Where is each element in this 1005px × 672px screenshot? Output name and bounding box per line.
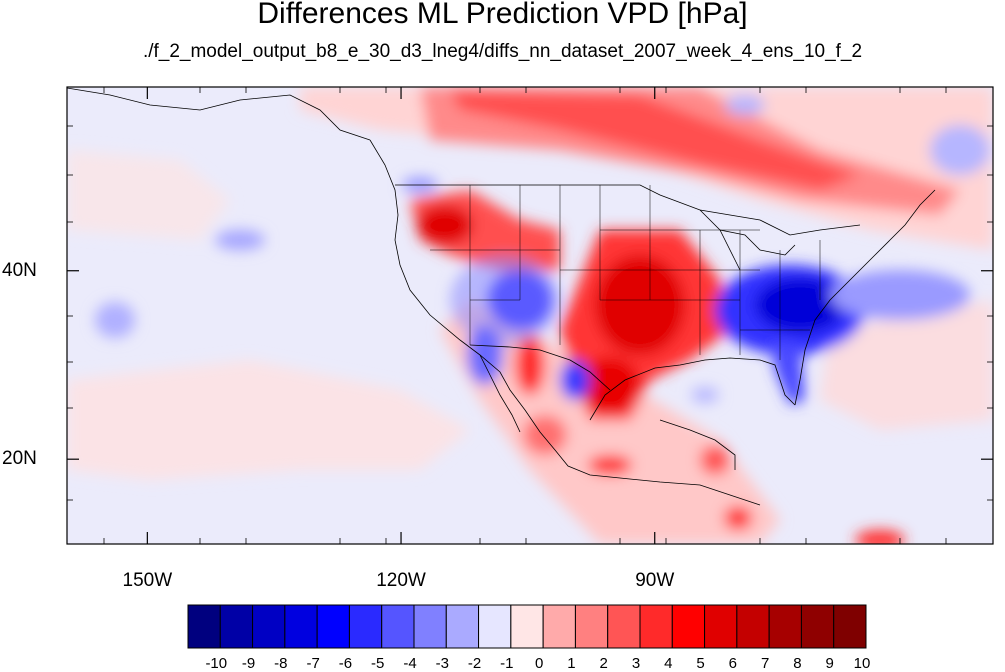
texas-red: [580, 357, 640, 413]
state-lines-west: [430, 185, 821, 360]
colorbar-label: -2: [468, 655, 481, 672]
map-title: Differences ML Prediction VPD [hPa]: [257, 0, 748, 30]
colorbar-labels: -10 -9 -8 -7 -6 -5 -4 -3 -2 -1 0 1 2 3 4 5 6 7 8 9 10: [205, 655, 870, 672]
atlantic-blue: [830, 270, 970, 320]
colorbar-label: -3: [436, 655, 449, 672]
state-borders: [430, 185, 821, 360]
alaska-coast: [67, 87, 371, 141]
colorbar-box: [574, 604, 609, 649]
caribbean-red: [855, 530, 905, 544]
canada-blue-east: [930, 125, 990, 175]
colorbar-label: -8: [274, 655, 287, 672]
canada-red-core: [450, 90, 860, 190]
great-basin-blue: [467, 325, 503, 385]
southeast-blue-core: [755, 277, 845, 333]
colorbar-box: [704, 604, 738, 649]
canada-blue-mid: [725, 95, 765, 115]
chihuahua-blue: [560, 360, 590, 400]
colorbar-box: [607, 604, 641, 649]
colorbar-label: 4: [664, 655, 672, 672]
colorbar-box: [445, 604, 480, 649]
colorbar-box: [542, 604, 576, 649]
colorbar-box: [219, 604, 254, 649]
colorbar-label: 1: [567, 655, 575, 672]
colorbar-label: -4: [403, 655, 416, 672]
pale-red-pacific: [67, 360, 470, 480]
pale-red-atlantic: [820, 300, 993, 430]
central-america-red: [724, 506, 752, 530]
pacific-coast: [369, 139, 761, 506]
colorbar-label: -1: [500, 655, 513, 672]
colorbar-label: 9: [826, 655, 834, 672]
lon-tick-label: 150W: [122, 570, 173, 591]
colorbar-box: [348, 604, 383, 649]
florida-blue: [770, 340, 805, 405]
major-ticks: [67, 87, 993, 544]
colorbar-label: 10: [854, 655, 871, 672]
colorbar-label: 2: [600, 655, 608, 672]
colorbar-box: [478, 604, 512, 649]
plot-frame: [66, 86, 994, 545]
colorbar-box: [736, 604, 770, 649]
colorbar-box: [252, 604, 286, 649]
lon-tick-label: 120W: [376, 570, 426, 591]
colorbar-label: -5: [371, 655, 384, 672]
colorbar-box: [800, 604, 835, 649]
pacific-blue-2: [95, 302, 135, 338]
lon-tick-label: 90W: [635, 570, 675, 591]
pacific-blue-1: [215, 230, 265, 250]
colorbar-label: 6: [729, 655, 737, 672]
colorbar-box: [187, 604, 221, 649]
colorbar-label: -6: [339, 655, 352, 672]
colorbar-label: 0: [535, 655, 543, 672]
plains-red-core: [595, 255, 685, 355]
colorbar-label: 5: [696, 655, 704, 672]
colorbar-box: [381, 604, 415, 649]
lat-tick-label: 20N: [2, 448, 37, 470]
colorbar-boxes: [187, 604, 867, 649]
mexico-red-southeast: [700, 445, 730, 475]
yucatan-coast: [659, 419, 736, 470]
colorbar-label: -10: [205, 655, 227, 672]
atlantic-coast: [794, 189, 936, 406]
lat-tick-label: 40N: [2, 259, 37, 281]
colorbar-box: [316, 604, 350, 649]
baja-coast: [479, 354, 521, 433]
colorbar-label: 3: [632, 655, 640, 672]
northwest-red-core: [417, 205, 473, 245]
colorbar-box: [284, 604, 318, 649]
gulf-coast: [589, 357, 796, 421]
coastlines: [67, 87, 936, 506]
colorbar-box: [510, 604, 544, 649]
pale-red-west-pacific: [67, 150, 230, 240]
minor-ticks: [67, 87, 993, 544]
colorbar-label: 7: [761, 655, 769, 672]
colorbar-box: [833, 604, 867, 649]
great-lakes: [699, 209, 796, 271]
gulf-blue: [691, 387, 719, 403]
mexico-red-south: [588, 455, 632, 475]
mexico-border: [469, 344, 611, 391]
colorbar-label: 8: [793, 655, 801, 672]
map-subtitle: ./f_2_model_output_b8_e_30_d3_lneg4/diff…: [142, 41, 863, 62]
colorbar-label: -9: [242, 655, 255, 672]
colorbar-label: -7: [306, 655, 319, 672]
baja-red: [523, 415, 567, 455]
colorbar-box: [768, 604, 802, 649]
colorbar-box: [639, 604, 673, 649]
colorbar-box: [671, 604, 706, 649]
colorbar-box: [413, 604, 447, 649]
